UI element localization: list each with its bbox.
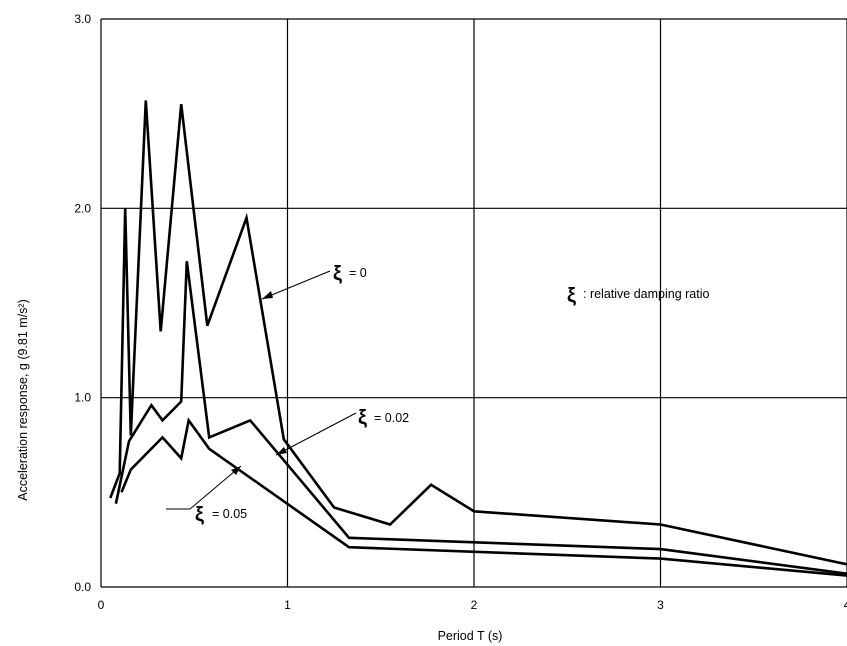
annotation-damping-0: ξ = 0 (261, 263, 367, 300)
annotation-label-005: = 0.05 (212, 507, 247, 521)
x-tick-label-4: 4 (844, 598, 847, 612)
annotation-arrow-005 (166, 465, 242, 510)
arrowhead-005 (231, 466, 241, 475)
damping-ratio-note-label: : relative damping ratio (583, 287, 710, 301)
grid (100, 18, 847, 588)
y-tick-label-2: 2.0 (74, 201, 91, 215)
annotation-damping-005: ξ = 0.05 (166, 465, 247, 526)
annotation-arrow-002 (275, 412, 357, 456)
xi-symbol-note: ξ (567, 285, 576, 307)
x-tick-label-1: 1 (284, 598, 291, 612)
y-tick-label-0: 0.0 (74, 580, 91, 594)
annotation-label-0: = 0 (349, 266, 367, 280)
annotation-damping-002: ξ = 0.02 (275, 407, 409, 456)
arrowhead-002 (276, 447, 287, 455)
series-line-damping-0 (109, 100, 847, 566)
x-tick-label-3: 3 (657, 598, 664, 612)
tick-labels: 0 1 2 3 4 0.0 1.0 2.0 3.0 (74, 12, 847, 612)
series-line-damping-005 (120, 417, 847, 577)
x-tick-label-2: 2 (471, 598, 478, 612)
annotation-label-002: = 0.02 (374, 411, 409, 425)
xi-symbol-005: ξ (195, 504, 204, 526)
damping-ratio-note: ξ : relative damping ratio (567, 285, 710, 307)
x-tick-label-0: 0 (98, 598, 105, 612)
x-axis-title: Period T (s) (438, 629, 503, 643)
xi-symbol-002: ξ (358, 407, 367, 429)
series-group (109, 100, 847, 577)
annotation-arrow-0 (261, 270, 331, 300)
xi-symbol-0: ξ (333, 263, 342, 285)
arrowhead-0 (262, 291, 273, 299)
y-tick-label-3: 3.0 (74, 12, 91, 26)
y-axis-title: Acceleration response, g (9.81 m/s²) (16, 299, 30, 500)
y-tick-label-1: 1.0 (74, 391, 91, 405)
series-line-damping-002 (114, 261, 847, 575)
